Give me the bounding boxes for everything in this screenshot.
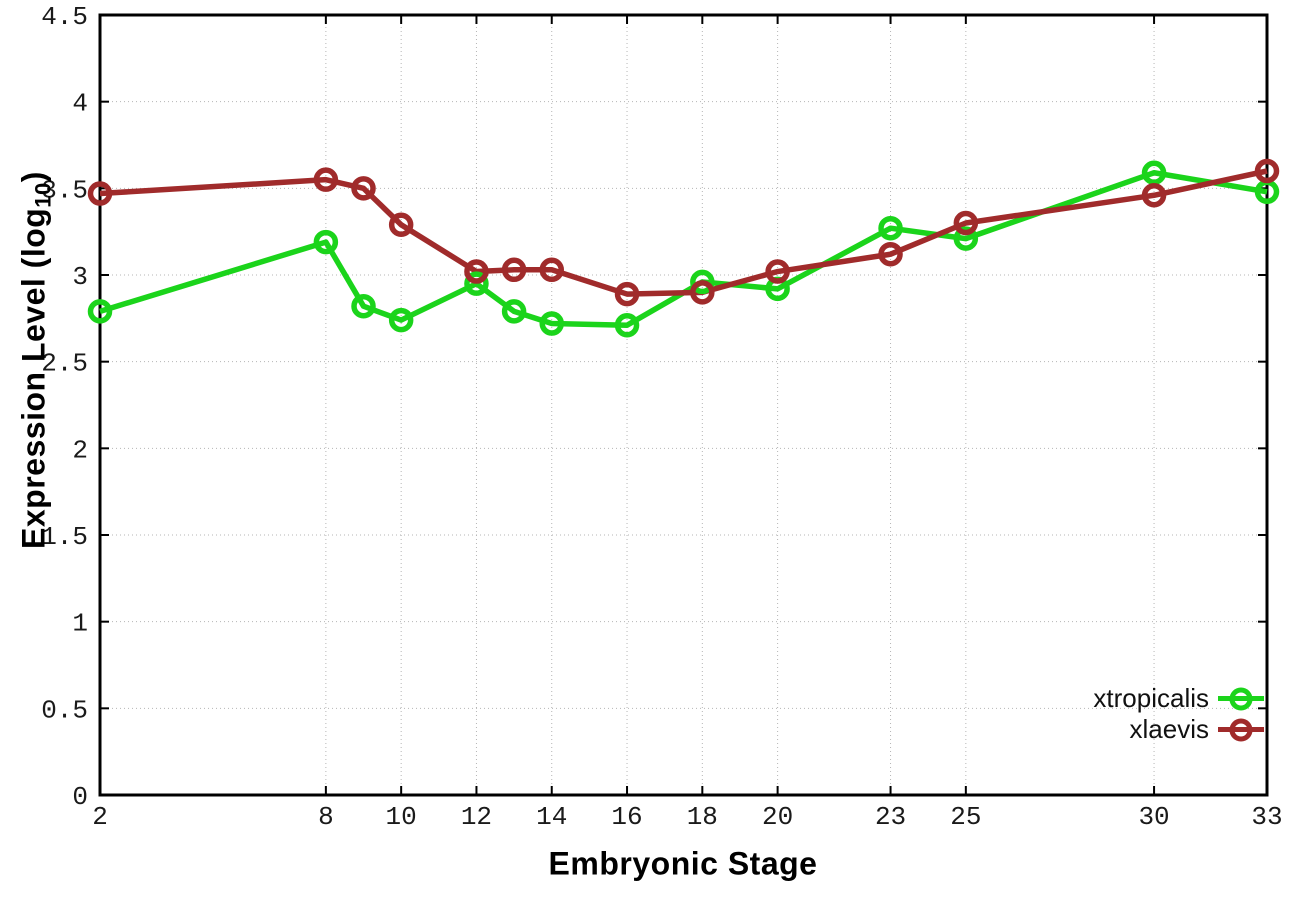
data-point-xtropicalis (501, 299, 527, 324)
x-tick-label: 12 (461, 802, 492, 832)
y-tick-label: 2 (72, 435, 88, 465)
series-line-xlaevis (99, 168, 1268, 297)
data-point-xtropicalis (539, 311, 564, 336)
y-tick-label: 4 (72, 89, 88, 119)
data-point-xtropicalis (464, 271, 489, 296)
legend-label-xtropicalis: xtropicalis (1093, 683, 1209, 713)
data-point-xtropicalis (388, 307, 414, 333)
data-point-xtropicalis (614, 313, 640, 338)
y-tick-label: 1.5 (41, 522, 88, 552)
legend-item-xlaevis: xlaevis (1093, 714, 1264, 745)
x-tick-label: 30 (1138, 802, 1169, 832)
y-tick-label: 2.5 (41, 349, 88, 379)
data-point-xlaevis (614, 281, 640, 307)
series-line-xtropicalis (99, 169, 1268, 329)
x-axis-title: Embryonic Stage (548, 845, 818, 882)
legend-marker-xtropicalis-icon (1218, 686, 1264, 712)
data-point-xlaevis (690, 280, 715, 305)
data-point-xtropicalis (1141, 160, 1167, 185)
y-tick-label: 1 (72, 609, 88, 639)
x-tick-label: 18 (687, 802, 718, 832)
data-point-xlaevis (313, 167, 339, 192)
data-point-xlaevis (87, 181, 113, 206)
data-point-xlaevis (953, 210, 979, 236)
data-point-xlaevis (464, 259, 489, 284)
data-point-xlaevis (351, 176, 376, 201)
data-point-xlaevis (878, 241, 903, 267)
data-point-xlaevis (539, 257, 564, 283)
data-point-xlaevis (1254, 158, 1280, 184)
data-point-xtropicalis (87, 299, 113, 324)
y-axis-title: Expression Level (log10) (15, 171, 56, 549)
x-tick-label: 33 (1251, 802, 1282, 832)
y-tick-label: 3 (72, 262, 88, 292)
y-tick-label: 0 (72, 782, 88, 812)
data-point-xlaevis (765, 259, 790, 284)
x-tick-label: 16 (611, 802, 642, 832)
data-point-xtropicalis (953, 226, 979, 251)
plot-border (98, 13, 1269, 797)
data-point-xlaevis (501, 257, 527, 283)
legend-circle-sample (1229, 718, 1253, 741)
y-tick-label: 0.5 (41, 695, 88, 725)
x-tick-label: 20 (762, 802, 793, 832)
x-tick-label: 25 (950, 802, 981, 832)
legend-marker-xlaevis-icon (1218, 717, 1264, 743)
x-tick-label: 23 (875, 802, 906, 832)
x-tick-label: 14 (536, 802, 567, 832)
y-tick-label: 3.5 (41, 175, 88, 205)
legend-label-xlaevis: xlaevis (1129, 714, 1209, 744)
y-axis-title-subscript: 10 (30, 182, 56, 208)
y-tick-label: 4.5 (41, 2, 88, 32)
x-tick-label: 8 (318, 802, 334, 832)
data-point-xtropicalis (690, 269, 715, 295)
legend: xtropicalis xlaevis (1093, 683, 1264, 745)
data-point-xtropicalis (878, 215, 903, 241)
data-point-xtropicalis (313, 229, 339, 255)
x-tick-label: 10 (386, 802, 417, 832)
data-point-xlaevis (1141, 183, 1167, 208)
x-tick-label: 2 (92, 802, 108, 832)
legend-circle-sample (1229, 687, 1253, 710)
y-axis-title-close: ) (15, 171, 52, 183)
data-point-xtropicalis (351, 293, 376, 319)
data-point-xlaevis (388, 212, 414, 237)
legend-item-xtropicalis: xtropicalis (1093, 683, 1264, 714)
y-axis-title-main: Expression Level (log (15, 207, 52, 549)
